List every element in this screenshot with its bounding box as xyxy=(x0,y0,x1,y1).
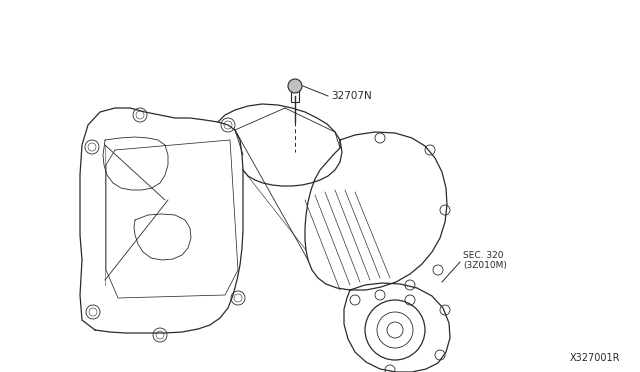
Text: SEC. 320: SEC. 320 xyxy=(463,251,504,260)
Text: X327001R: X327001R xyxy=(570,353,620,363)
Text: (3Z010M): (3Z010M) xyxy=(463,261,507,270)
Circle shape xyxy=(288,79,302,93)
Bar xyxy=(291,90,299,102)
Text: 32707N: 32707N xyxy=(331,91,372,101)
